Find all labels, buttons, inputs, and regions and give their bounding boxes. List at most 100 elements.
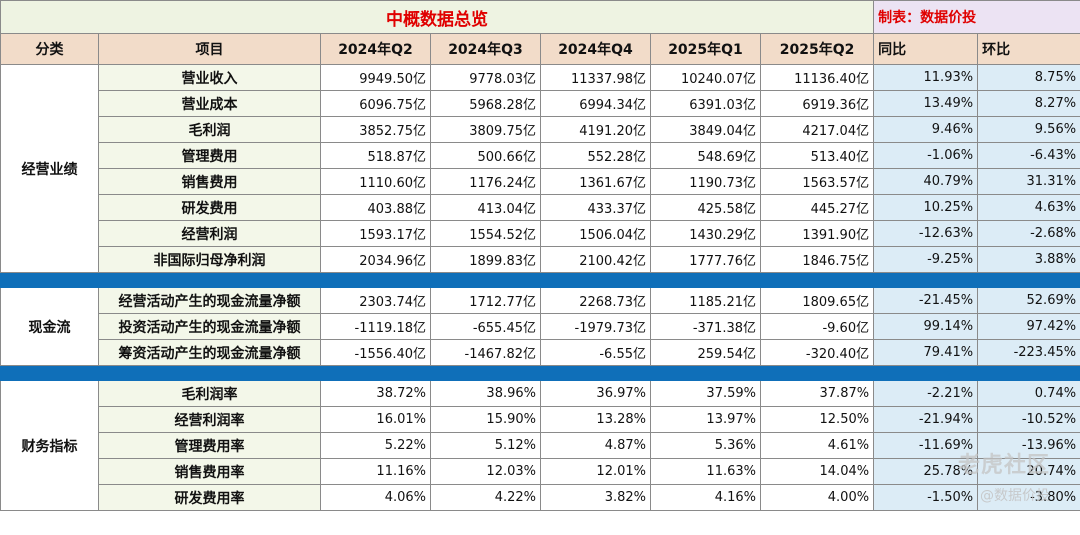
yoy-cell: 11.93% <box>873 64 979 91</box>
yoy-cell: -21.45% <box>873 287 979 314</box>
value-cell: 4191.20亿 <box>540 116 651 143</box>
item-cell: 筹资活动产生的现金流量净额 <box>98 339 321 366</box>
table-row: 管理费用率 5.22% 5.12% 4.87% 5.36% 4.61% -11.69% -13… <box>1 432 1080 459</box>
value-cell: 518.87亿 <box>320 142 431 169</box>
value-cell: 500.66亿 <box>430 142 541 169</box>
section-separator <box>0 272 1080 288</box>
table-row: 销售费用 1110.60亿 1176.24亿 1361.67亿 1190.73亿 1563… <box>1 168 1080 195</box>
qoq-cell: -13.96% <box>977 432 1080 459</box>
qoq-cell: 0.74% <box>977 380 1080 407</box>
yoy-cell: -21.94% <box>873 406 979 433</box>
value-cell: 1185.21亿 <box>650 287 761 314</box>
qoq-cell: 31.31% <box>977 168 1080 195</box>
value-cell: 433.37亿 <box>540 194 651 221</box>
qoq-cell: 9.56% <box>977 116 1080 143</box>
yoy-cell: -11.69% <box>873 432 979 459</box>
value-cell: 5968.28亿 <box>430 90 541 117</box>
value-cell: 2100.42亿 <box>540 246 651 273</box>
item-cell: 非国际归母净利润 <box>98 246 321 273</box>
value-cell: 12.03% <box>430 458 541 485</box>
value-cell: 1712.77亿 <box>430 287 541 314</box>
yoy-cell: -2.21% <box>873 380 979 407</box>
value-cell: 14.04% <box>759 458 875 485</box>
value-cell: 2303.74亿 <box>320 287 431 314</box>
item-cell: 投资活动产生的现金流量净额 <box>98 313 321 340</box>
value-cell: -655.45亿 <box>430 313 541 340</box>
header-yoy: 同比 <box>873 33 979 65</box>
header-row: 分类 项目 2024年Q2 2024年Q3 2024年Q4 2025年Q1 20… <box>0 33 1080 65</box>
value-cell: -371.38亿 <box>650 313 761 340</box>
qoq-cell: -10.52% <box>977 406 1080 433</box>
value-cell: 259.54亿 <box>650 339 761 366</box>
table-row: 研发费用 403.88亿 413.04亿 433.37亿 425.58亿 445.27亿 1… <box>1 194 1080 221</box>
item-cell: 研发费用率 <box>98 484 321 511</box>
header-2024q3: 2024年Q3 <box>430 33 541 65</box>
value-cell: 13.97% <box>650 406 761 433</box>
value-cell: -6.55亿 <box>540 339 651 366</box>
table-row: 筹资活动产生的现金流量净额 -1556.40亿 -1467.82亿 -6.55亿 259… <box>1 339 1080 366</box>
value-cell: 1593.17亿 <box>320 220 431 247</box>
value-cell: 5.36% <box>650 432 761 459</box>
value-cell: 4.00% <box>759 484 875 511</box>
value-cell: 548.69亿 <box>650 142 761 169</box>
separator-bar <box>0 365 1080 381</box>
table-row: 经营利润 1593.17亿 1554.52亿 1506.04亿 1430.29亿 1391… <box>1 220 1080 247</box>
header-2025q1: 2025年Q1 <box>650 33 761 65</box>
item-cell: 管理费用率 <box>98 432 321 459</box>
value-cell: -1556.40亿 <box>320 339 431 366</box>
value-cell: 552.28亿 <box>540 142 651 169</box>
qoq-cell: 3.88% <box>977 246 1080 273</box>
item-cell: 毛利润 <box>98 116 321 143</box>
table-row: 管理费用 518.87亿 500.66亿 552.28亿 548.69亿 513.40亿 -… <box>1 142 1080 169</box>
value-cell: -1467.82亿 <box>430 339 541 366</box>
table-row: 营业成本 6096.75亿 5968.28亿 6994.34亿 6391.03亿 6919… <box>1 90 1080 117</box>
value-cell: 413.04亿 <box>430 194 541 221</box>
value-cell: 1809.65亿 <box>759 287 875 314</box>
category-cell: 经营业绩 <box>0 64 99 273</box>
separator-bar <box>0 272 1080 288</box>
value-cell: 11.16% <box>320 458 431 485</box>
value-cell: 37.59% <box>650 380 761 407</box>
value-cell: 1846.75亿 <box>759 246 875 273</box>
table-row: 财务指标 毛利润率 38.72% 38.96% 36.97% 37.59% 37.87% -2… <box>0 380 1080 511</box>
value-cell: 3809.75亿 <box>430 116 541 143</box>
value-cell: 1506.04亿 <box>540 220 651 247</box>
value-cell: 16.01% <box>320 406 431 433</box>
yoy-cell: 9.46% <box>873 116 979 143</box>
value-cell: 1190.73亿 <box>650 168 761 195</box>
value-cell: 4.06% <box>320 484 431 511</box>
table-row: 毛利润 3852.75亿 3809.75亿 4191.20亿 3849.04亿 4217.… <box>1 116 1080 143</box>
item-cell: 研发费用 <box>98 194 321 221</box>
value-cell: 5.22% <box>320 432 431 459</box>
value-cell: 1391.90亿 <box>759 220 875 247</box>
yoy-cell: 25.78% <box>873 458 979 485</box>
value-cell: 2034.96亿 <box>320 246 431 273</box>
yoy-cell: -1.50% <box>873 484 979 511</box>
header-2025q2: 2025年Q2 <box>759 33 875 65</box>
value-cell: -1979.73亿 <box>540 313 651 340</box>
item-cell: 销售费用 <box>98 168 321 195</box>
qoq-cell: -6.43% <box>977 142 1080 169</box>
value-cell: 13.28% <box>540 406 651 433</box>
yoy-cell: 79.41% <box>873 339 979 366</box>
item-cell: 经营活动产生的现金流量净额 <box>98 287 321 314</box>
table-title: 中概数据总览 <box>0 0 875 34</box>
value-cell: 6096.75亿 <box>320 90 431 117</box>
value-cell: 1899.83亿 <box>430 246 541 273</box>
yoy-cell: -1.06% <box>873 142 979 169</box>
value-cell: 11136.40亿 <box>759 64 875 91</box>
value-cell: 1110.60亿 <box>320 168 431 195</box>
table-row: 研发费用率 4.06% 4.22% 3.82% 4.16% 4.00% -1.50% -3.8… <box>1 484 1080 511</box>
item-cell: 管理费用 <box>98 142 321 169</box>
table-row: 现金流 经营活动产生的现金流量净额 2303.74亿 1712.77亿 2268.73亿… <box>0 287 1080 366</box>
value-cell: 1430.29亿 <box>650 220 761 247</box>
value-cell: 1554.52亿 <box>430 220 541 247</box>
qoq-cell: 8.27% <box>977 90 1080 117</box>
table-row: 经营利润率 16.01% 15.90% 13.28% 13.97% 12.50% -21.9… <box>1 406 1080 433</box>
yoy-cell: -9.25% <box>873 246 979 273</box>
item-cell: 经营利润 <box>98 220 321 247</box>
value-cell: 11337.98亿 <box>540 64 651 91</box>
value-cell: 4217.04亿 <box>759 116 875 143</box>
qoq-cell: -3.80% <box>977 484 1080 511</box>
value-cell: -9.60亿 <box>759 313 875 340</box>
